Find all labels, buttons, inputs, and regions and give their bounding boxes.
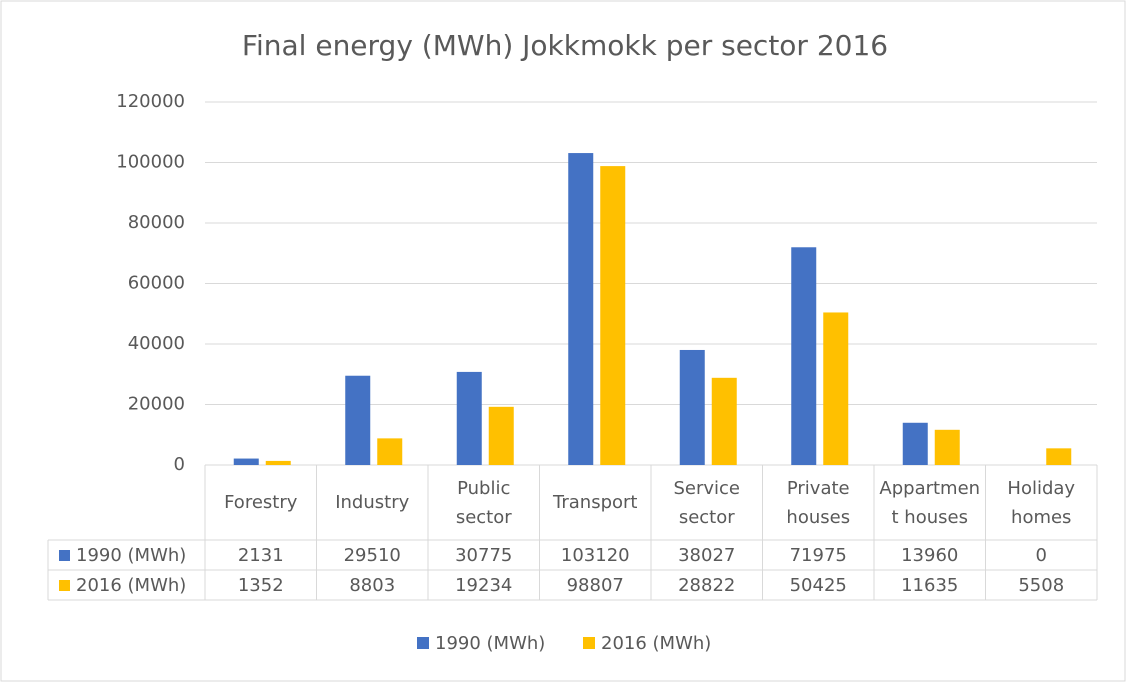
table-series-name: 1990 (MWh) bbox=[76, 545, 186, 566]
table-value: 1352 bbox=[238, 575, 284, 596]
bar bbox=[791, 247, 817, 465]
bar bbox=[934, 429, 960, 465]
bar bbox=[1046, 448, 1072, 465]
chart-title: Final energy (MWh) Jokkmokk per sector 2… bbox=[242, 29, 888, 62]
x-tick-label: Holiday homes bbox=[1007, 477, 1076, 528]
legend-label: 1990 (MWh) bbox=[435, 633, 545, 654]
y-tick-label: 20000 bbox=[128, 394, 185, 415]
y-tick-label: 80000 bbox=[128, 212, 185, 233]
table-legend-key bbox=[59, 550, 70, 561]
table-legend-key bbox=[59, 580, 70, 591]
table-value: 29510 bbox=[344, 545, 401, 566]
bar bbox=[568, 153, 594, 465]
y-tick-label: 0 bbox=[174, 454, 185, 475]
table-value: 98807 bbox=[567, 575, 624, 596]
x-tick-label: Service sector bbox=[673, 477, 741, 528]
legend-label: 2016 (MWh) bbox=[601, 633, 711, 654]
table-series-name: 2016 (MWh) bbox=[76, 575, 186, 596]
table-value: 19234 bbox=[455, 575, 512, 596]
x-tick-label: Industry bbox=[335, 492, 410, 513]
table-value: 30775 bbox=[455, 545, 512, 566]
bar bbox=[902, 422, 928, 465]
y-tick-label: 120000 bbox=[116, 91, 185, 112]
legend-key bbox=[583, 637, 595, 649]
table-value: 0 bbox=[1036, 545, 1047, 566]
table-value: 38027 bbox=[678, 545, 735, 566]
table-value: 28822 bbox=[678, 575, 735, 596]
table-value: 2131 bbox=[238, 545, 284, 566]
table-value: 71975 bbox=[790, 545, 847, 566]
bar bbox=[345, 375, 371, 465]
table-value: 8803 bbox=[349, 575, 395, 596]
bar bbox=[456, 371, 482, 465]
y-tick-label: 100000 bbox=[116, 152, 185, 173]
table-value: 50425 bbox=[790, 575, 847, 596]
x-tick-label: Private houses bbox=[786, 477, 851, 528]
x-tick-label: Public sector bbox=[455, 477, 512, 528]
table-value: 13960 bbox=[901, 545, 958, 566]
x-tick-label: Appartment houses bbox=[879, 477, 981, 528]
bar bbox=[377, 438, 403, 465]
table-value: 11635 bbox=[901, 575, 958, 596]
y-tick-label: 60000 bbox=[128, 273, 185, 294]
bar bbox=[679, 349, 705, 465]
bar bbox=[233, 458, 259, 465]
y-tick-label: 40000 bbox=[128, 333, 185, 354]
x-tick-label: Transport bbox=[553, 492, 638, 513]
legend-key bbox=[417, 637, 429, 649]
bar bbox=[488, 406, 514, 465]
table-value: 103120 bbox=[561, 545, 630, 566]
bar bbox=[823, 312, 849, 465]
bar bbox=[600, 166, 626, 465]
bar bbox=[265, 460, 291, 465]
x-tick-label: Forestry bbox=[224, 492, 298, 513]
bar bbox=[711, 377, 737, 465]
table-value: 5508 bbox=[1018, 575, 1064, 596]
